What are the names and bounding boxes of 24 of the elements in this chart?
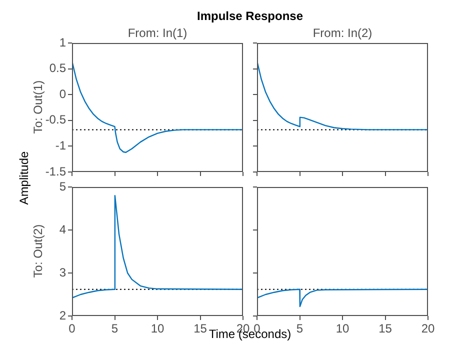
text: Amplitude (17, 150, 31, 207)
y-tick-label: -1.5 (45, 164, 66, 178)
x-tick-label: 20 (421, 322, 435, 336)
y-tick-label: 2 (59, 308, 66, 322)
y-tick-label: 3 (59, 265, 66, 280)
y-axis-title: To: Out(1) (31, 78, 45, 136)
y-tick-label: -0.5 (45, 112, 66, 127)
x-tick-label: 10 (336, 322, 350, 336)
y-tick-label: -1 (55, 138, 66, 153)
y-tick-label: 5 (59, 179, 66, 194)
x-tick-label: 5 (296, 322, 304, 336)
y-tick-label: 4 (59, 222, 66, 236)
x-tick-label: 10 (150, 322, 164, 336)
chart-subtitle: From: In(2) (312, 26, 374, 40)
y-tick-label: 1 (59, 35, 66, 50)
chart-subtitle: From: In(1) (126, 26, 188, 40)
y-tick-label: 0.5 (49, 61, 66, 76)
y-axis-title: To: Out(2) (31, 222, 45, 280)
x-tick-label: 5 (111, 322, 118, 336)
x-tick-label: 15 (194, 322, 208, 336)
x-tick-label: 0 (68, 322, 76, 336)
chart-title: Impulse Response (196, 9, 304, 23)
x-tick-label: 15 (378, 322, 392, 336)
y-tick-label: 0 (59, 86, 66, 101)
